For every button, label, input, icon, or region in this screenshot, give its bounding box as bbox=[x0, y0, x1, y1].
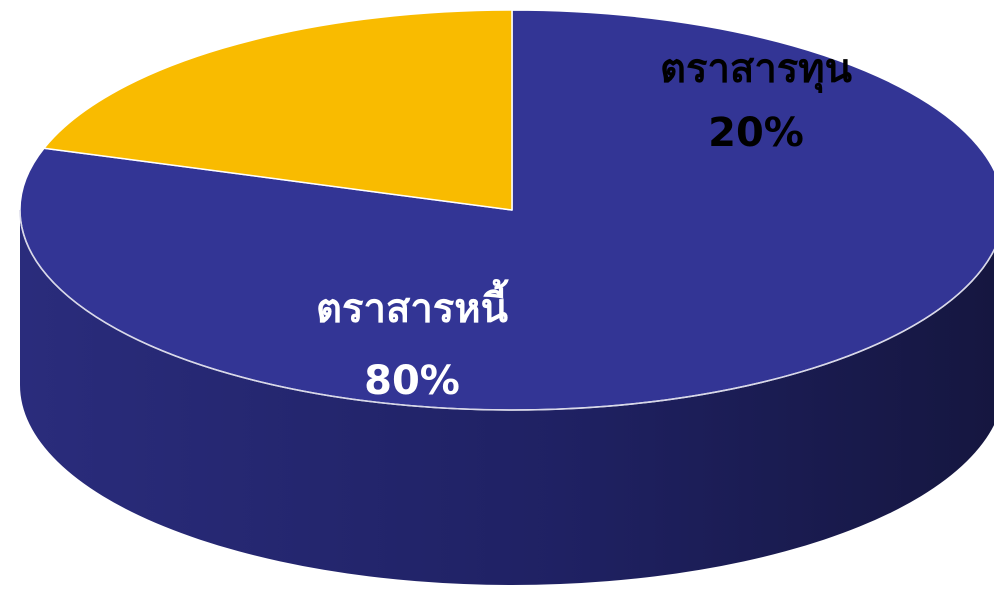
pie-rim bbox=[19, 209, 994, 411]
pie-top-layer bbox=[19, 9, 994, 411]
pie-slice-1 bbox=[43, 9, 513, 211]
pie-side-layer bbox=[20, 210, 994, 585]
pie-labels-layer: ตราสารหนี้ 80% ตราสารทุน 20% bbox=[316, 46, 852, 404]
slice-value-label-1: 20% bbox=[708, 110, 804, 156]
slice-label-1: ตราสารทุน bbox=[660, 46, 852, 94]
slice-value-label-0: 80% bbox=[364, 358, 460, 404]
slice-label-0: ตราสารหนี้ bbox=[316, 279, 510, 332]
pie-side-0 bbox=[20, 210, 994, 585]
